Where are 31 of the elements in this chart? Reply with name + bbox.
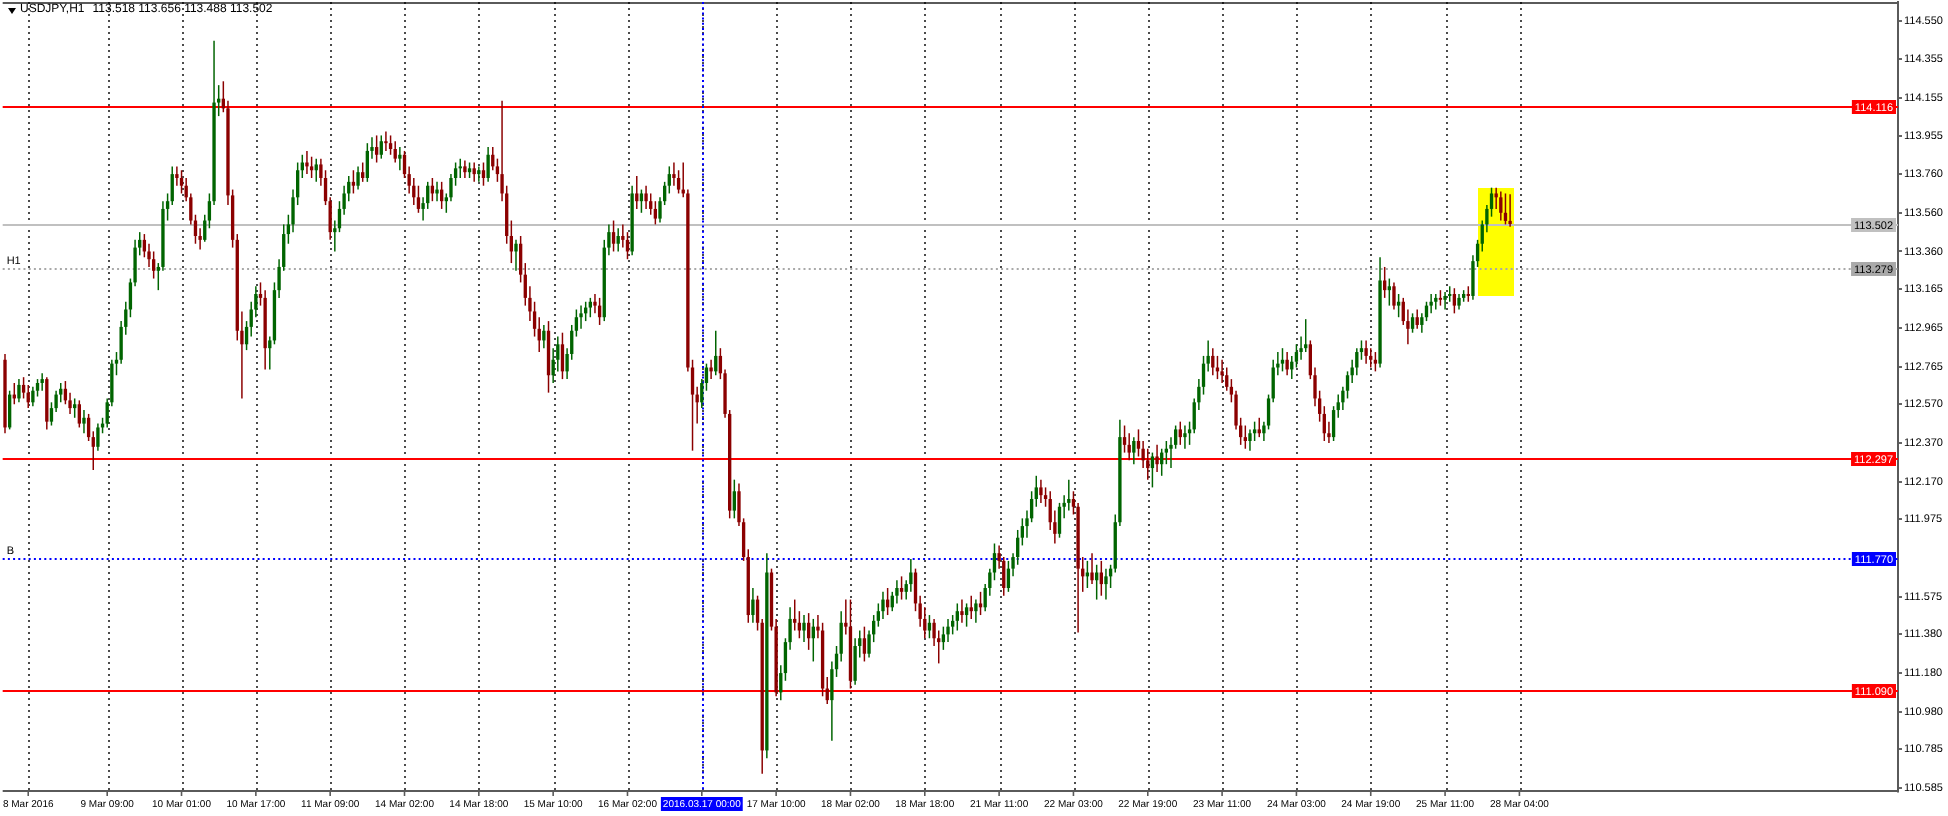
candlestick: [1155, 444, 1159, 472]
candlestick: [1067, 479, 1071, 511]
candlestick: [960, 599, 964, 623]
candlestick: [175, 166, 179, 186]
candlestick: [477, 166, 481, 182]
candlestick: [398, 147, 402, 171]
candlestick: [1443, 292, 1447, 310]
candlestick: [1146, 448, 1150, 480]
candlestick: [1090, 553, 1094, 585]
candlestick: [435, 181, 439, 202]
candlestick: [384, 131, 388, 151]
candlestick: [802, 615, 806, 643]
candlestick: [709, 359, 713, 380]
candlestick: [1429, 294, 1433, 314]
candlestick: [672, 162, 676, 186]
candlestick: [1104, 568, 1108, 600]
candlestick: [472, 162, 476, 182]
candlestick: [946, 618, 950, 643]
candlestick: [1364, 340, 1368, 364]
candlestick: [1183, 425, 1187, 449]
candlestick: [1434, 294, 1438, 310]
candlestick: [909, 558, 913, 592]
candlestick: [635, 176, 639, 209]
candlestick: [40, 373, 44, 391]
candlestick: [579, 305, 583, 329]
candlestick: [1508, 194, 1512, 227]
candlestick: [514, 239, 518, 271]
candlestick: [1220, 359, 1224, 383]
candlestick: [305, 150, 309, 175]
candlestick: [1127, 433, 1131, 461]
candlestick: [82, 410, 86, 434]
